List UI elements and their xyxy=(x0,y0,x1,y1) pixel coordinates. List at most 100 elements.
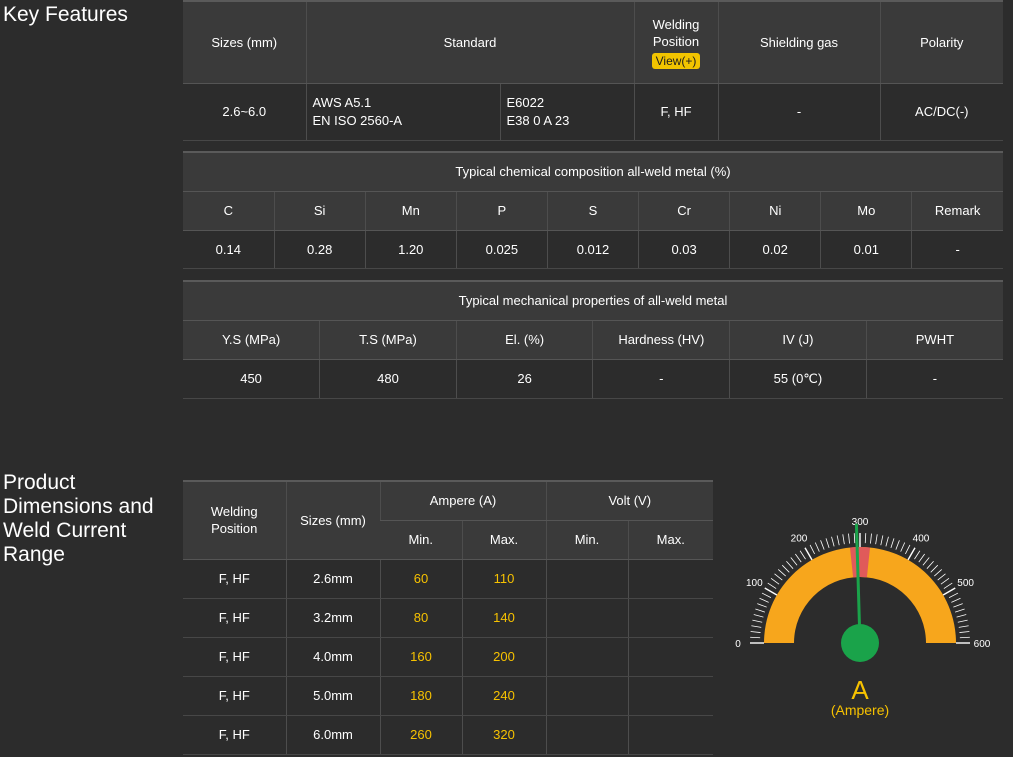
chem-value: 0.28 xyxy=(273,230,366,269)
header-ampere-min: Min. xyxy=(380,520,462,560)
cell-size: 3.2mm xyxy=(285,598,380,638)
cell-amp-max: 140 xyxy=(461,598,546,638)
gauge-tick xyxy=(937,573,946,581)
cell-volt-max xyxy=(627,559,713,599)
gauge-tick xyxy=(777,569,786,577)
header-welding-position: Welding Position xyxy=(183,481,286,560)
mechanical-properties-table: Typical mechanical properties of all-wel… xyxy=(183,280,1003,399)
header-ampere: Ampere (A) xyxy=(379,481,546,521)
gauge-highlight-band xyxy=(849,547,871,578)
gauge-tick xyxy=(753,614,764,618)
cell-position: F, HF xyxy=(183,559,286,599)
product-dimensions-heading: Product Dimensions and Weld Current Rang… xyxy=(3,471,154,566)
mech-value: - xyxy=(592,359,730,399)
cell-size: 2.6mm xyxy=(285,559,380,599)
gauge-tick xyxy=(750,636,761,639)
table-row: F, HF 6.0mm 260 320 xyxy=(183,715,713,755)
chem-header: C xyxy=(183,191,275,231)
chem-header: Cr xyxy=(638,191,730,231)
chem-value: 1.20 xyxy=(364,230,457,269)
cell-amp-max: 320 xyxy=(461,715,546,755)
gauge-tick xyxy=(956,614,967,618)
gauge-tick xyxy=(943,582,953,589)
header-welding-position: Welding Position View(+) xyxy=(633,1,719,84)
mech-header: T.S (MPa) xyxy=(319,320,457,360)
chemical-table-title: Typical chemical composition all-weld me… xyxy=(183,152,1003,192)
cell-size: 4.0mm xyxy=(285,637,380,677)
gauge-tick xyxy=(930,564,939,573)
chemical-composition-table: Typical chemical composition all-weld me… xyxy=(183,151,1003,269)
mech-value: 450 xyxy=(183,359,320,399)
chem-value: 0.01 xyxy=(820,230,912,269)
gauge-tick xyxy=(953,603,963,608)
gauge-unit-symbol: A xyxy=(851,675,869,705)
gauge-tick xyxy=(750,631,761,633)
header-volt: Volt (V) xyxy=(545,481,713,521)
cell-volt-min xyxy=(545,598,628,638)
mech-header: IV (J) xyxy=(729,320,867,360)
mechanical-value-row: 450 480 26 - 55 (0℃) - xyxy=(183,359,1003,399)
chem-value: 0.012 xyxy=(546,230,639,269)
gauge-tick-label: 0 xyxy=(735,639,741,650)
chem-value: 0.02 xyxy=(729,230,821,269)
header-standard: Standard xyxy=(305,1,635,84)
gauge-unit-name: (Ampere) xyxy=(831,702,889,718)
cell-volt-min xyxy=(545,715,628,755)
cell-amp-max: 200 xyxy=(461,637,546,677)
view-button[interactable]: View(+) xyxy=(651,52,701,69)
mechanical-header-row: Y.S (MPa) T.S (MPa) El. (%) Hardness (HV… xyxy=(183,320,1003,360)
chemical-header-row: C Si Mn P S Cr Ni Mo Remark xyxy=(183,191,1003,231)
header-sizes: Sizes (mm) xyxy=(285,481,380,560)
chem-header: Remark xyxy=(911,191,1003,231)
chem-header: Ni xyxy=(729,191,821,231)
gauge-tick xyxy=(934,569,943,577)
cell-size: 5.0mm xyxy=(285,676,380,716)
gauge-tick xyxy=(942,587,956,596)
chem-header: Si xyxy=(273,191,366,231)
mech-value: - xyxy=(865,359,1003,399)
gauge-tick xyxy=(786,560,794,569)
gauge-tick xyxy=(914,550,921,560)
mech-value: 480 xyxy=(319,359,457,399)
gauge-tick xyxy=(853,533,856,544)
cell-volt-max xyxy=(627,637,713,677)
header-sizes: Sizes (mm) xyxy=(183,1,306,84)
cell-position: F, HF xyxy=(183,676,286,716)
gauge-tick xyxy=(795,553,802,563)
gauge-tick xyxy=(875,534,878,545)
cell-shielding-gas: - xyxy=(717,83,881,141)
mechanical-table-title: Typical mechanical properties of all-wel… xyxy=(183,281,1003,321)
chemical-value-row: 0.14 0.28 1.20 0.025 0.012 0.03 0.02 0.0… xyxy=(183,230,1003,269)
cell-volt-max xyxy=(627,676,713,716)
gauge-tick xyxy=(767,582,777,589)
table-row: F, HF 4.0mm 160 200 xyxy=(183,637,713,677)
cell-volt-min xyxy=(545,676,628,716)
gauge-tick xyxy=(804,547,813,561)
gauge-hub xyxy=(841,624,879,662)
gauge-tick xyxy=(842,534,845,545)
gauge-tick xyxy=(957,619,968,623)
gauge-tick xyxy=(757,603,767,608)
standard-line: E38 0 A 23 xyxy=(506,112,570,128)
cell-amp-min: 80 xyxy=(379,598,462,638)
chem-header: S xyxy=(546,191,639,231)
cell-standard-aws: AWS A5.1 EN ISO 2560-A xyxy=(305,83,500,141)
gauge-tick xyxy=(755,608,766,613)
chem-value: 0.03 xyxy=(638,230,730,269)
gauge-tick xyxy=(864,533,867,544)
cell-sizes: 2.6~6.0 xyxy=(183,83,306,141)
cell-amp-min: 260 xyxy=(379,715,462,755)
standard-line: AWS A5.1 xyxy=(312,94,372,110)
gauge-tick-label: 300 xyxy=(852,517,869,528)
chem-header: P xyxy=(455,191,548,231)
cell-standard-class: E6022 E38 0 A 23 xyxy=(499,83,635,141)
cell-welding-position: F, HF xyxy=(633,83,719,141)
header-volt-min: Min. xyxy=(545,520,628,560)
cell-volt-max xyxy=(627,598,713,638)
cell-position: F, HF xyxy=(183,637,286,677)
ampere-gauge: 0 100 200 300 400 500 600 A (Ampere) xyxy=(735,517,991,718)
gauge-tick xyxy=(926,560,934,569)
cell-amp-min: 180 xyxy=(379,676,462,716)
gauge-tick xyxy=(895,540,900,550)
weld-current-table: Welding Position Sizes (mm) Ampere (A) V… xyxy=(183,480,713,755)
